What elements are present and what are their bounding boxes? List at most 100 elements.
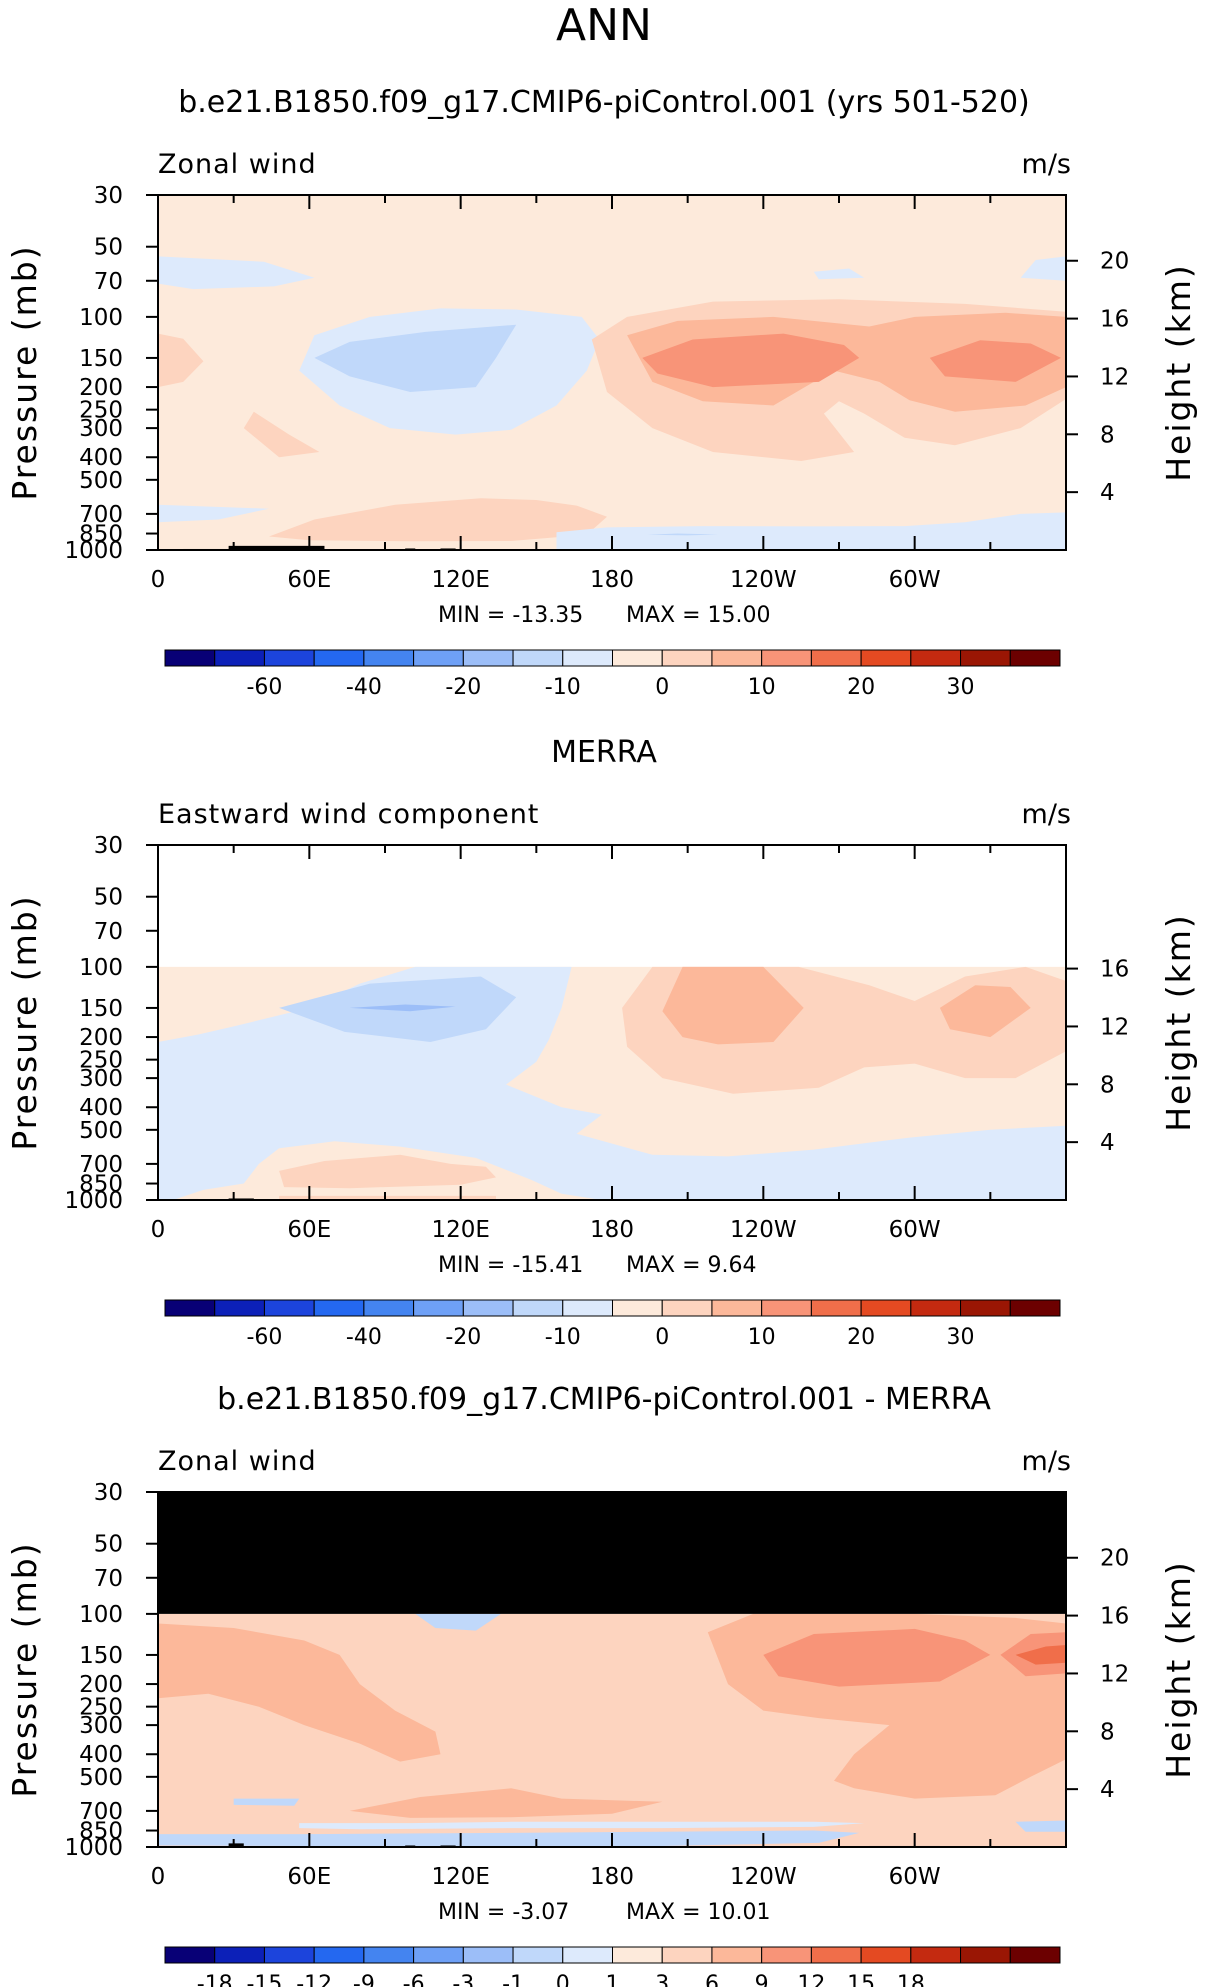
- height-tick-label: 16: [1100, 1604, 1129, 1630]
- y-tick-label: 300: [79, 1713, 123, 1739]
- units-label: m/s: [1022, 149, 1071, 180]
- x-tick-label: 120E: [431, 1864, 489, 1890]
- colorbar-box: [512, 1946, 564, 1964]
- colorbar-box: [810, 1946, 862, 1964]
- y-tick-label: 700: [79, 1799, 123, 1825]
- colorbar-label: 0: [655, 675, 669, 700]
- colorbar-box: [263, 1946, 315, 1964]
- y-tick-label: 850: [79, 1819, 123, 1845]
- colorbar-box: [164, 649, 216, 667]
- colorbar-label: 0: [556, 1972, 570, 1987]
- colorbar-label: -60: [246, 675, 282, 700]
- colorbar-box: [363, 1946, 415, 1964]
- colorbar-box: [661, 1299, 713, 1317]
- colorbar-box: [413, 649, 464, 667]
- contour-easterly-lower-pacific: [556, 512, 1066, 550]
- colorbar-box: [214, 1299, 265, 1317]
- colorbar-label: 0: [655, 1325, 669, 1350]
- contour-diff-right-core: [763, 1628, 991, 1687]
- x-tick-label: 180: [590, 1217, 634, 1243]
- colorbar-box: [910, 1946, 962, 1964]
- colorbar-label: 10: [748, 675, 776, 700]
- min-label: MIN = -3.07: [438, 1900, 569, 1925]
- x-tick-label: 120W: [730, 1864, 797, 1890]
- colorbar-box: [711, 1946, 763, 1964]
- colorbar-label: -60: [246, 1325, 282, 1350]
- colorbar-box: [860, 1946, 912, 1964]
- colorbar-box: [263, 1299, 315, 1317]
- y-tick-label: 400: [79, 1742, 123, 1768]
- height-tick-label: 4: [1100, 1777, 1115, 1803]
- x-tick-label: 180: [590, 1864, 634, 1890]
- panel-2: MERRA Eastward wind component m/s 0 60E 120E 1…: [5, 735, 1198, 1350]
- colorbar-box: [214, 649, 265, 667]
- contour-diff-right-core-3: [1015, 1645, 1066, 1665]
- colorbar-label: 6: [705, 1972, 719, 1987]
- contour-westerly-jet-core-2: [929, 340, 1061, 382]
- y-tick-label: 100: [79, 955, 123, 981]
- contour-westerly-pacific-core-2: [939, 985, 1031, 1038]
- y-tick-label: 850: [79, 1172, 123, 1198]
- colorbar-box: [711, 649, 763, 667]
- missing-data-region: [158, 1492, 1066, 1614]
- height-tick-label: 16: [1100, 957, 1129, 983]
- y-tick-label: 850: [79, 522, 123, 548]
- colorbar-label: -40: [346, 675, 382, 700]
- topography-3: [228, 545, 325, 550]
- colorbar-box: [164, 1299, 216, 1317]
- colorbar-box: [562, 1299, 613, 1317]
- y2-axis-title: Height (km): [1159, 263, 1198, 482]
- colorbar-box: [313, 1299, 365, 1317]
- contour-diff-easterly-low-1: [233, 1798, 300, 1806]
- y-tick-label: 400: [79, 445, 123, 471]
- y-tick-label: 30: [94, 833, 123, 859]
- height-tick-label: 20: [1100, 249, 1129, 275]
- colorbar-label: 30: [947, 675, 975, 700]
- colorbar-box: [910, 1299, 962, 1317]
- x-tick-label: 120E: [431, 567, 489, 593]
- y-tick-label: 150: [79, 346, 123, 372]
- contour-diff-lower-band: [349, 1788, 663, 1818]
- y-tick-label: 1000: [64, 1835, 123, 1861]
- units-label: m/s: [1022, 799, 1071, 830]
- y-axis-title: Pressure (mb): [5, 244, 44, 500]
- plot-area: [158, 1492, 1066, 1847]
- y-tick-label: 250: [79, 1048, 123, 1074]
- colorbar-box: [761, 649, 812, 667]
- x-tick-label: 0: [151, 1217, 166, 1243]
- colorbar-box: [612, 649, 663, 667]
- left-label: Zonal wind: [158, 149, 317, 180]
- y-tick-label: 50: [94, 885, 123, 911]
- panel-3: b.e21.B1850.f09_g17.CMIP6-piControl.001 …: [5, 1382, 1198, 1987]
- y-tick-label: 300: [79, 416, 123, 442]
- colorbar-box: [214, 1946, 265, 1964]
- y-tick-label: 30: [94, 183, 123, 209]
- y-tick-label: 30: [94, 1480, 123, 1506]
- colorbar-box: [860, 649, 912, 667]
- colorbar-box: [413, 1946, 464, 1964]
- height-tick-label: 8: [1100, 422, 1115, 448]
- x-tick-label: 0: [151, 567, 166, 593]
- y-tick-label: 1000: [64, 538, 123, 564]
- contour-diff-easterly-low-2: [158, 1830, 860, 1847]
- colorbar-box: [562, 649, 613, 667]
- colorbar-label: 15: [847, 1972, 875, 1987]
- colorbar-label: 20: [847, 1325, 875, 1350]
- colorbar-box: [960, 1299, 1011, 1317]
- panel-title: b.e21.B1850.f09_g17.CMIP6-piControl.001 …: [178, 85, 1030, 120]
- units-label: m/s: [1022, 1446, 1071, 1477]
- contour-easterly-lower-core: [647, 533, 718, 536]
- colorbar-box: [810, 649, 862, 667]
- y-tick-label: 100: [79, 1602, 123, 1628]
- y-tick-label: 500: [79, 1765, 123, 1791]
- contour-diff-easterly-low-3: [1015, 1820, 1066, 1832]
- colorbar-box: [363, 649, 415, 667]
- colorbar-label: -3: [452, 1972, 474, 1987]
- colorbar-label: -15: [246, 1972, 282, 1987]
- colorbar-box: [661, 649, 713, 667]
- y2-axis-title: Height (km): [1159, 1560, 1198, 1779]
- x-tick-label: 60E: [287, 567, 331, 593]
- x-tick-label: 0: [151, 1864, 166, 1890]
- y-tick-label: 500: [79, 1118, 123, 1144]
- colorbar-box: [761, 1946, 812, 1964]
